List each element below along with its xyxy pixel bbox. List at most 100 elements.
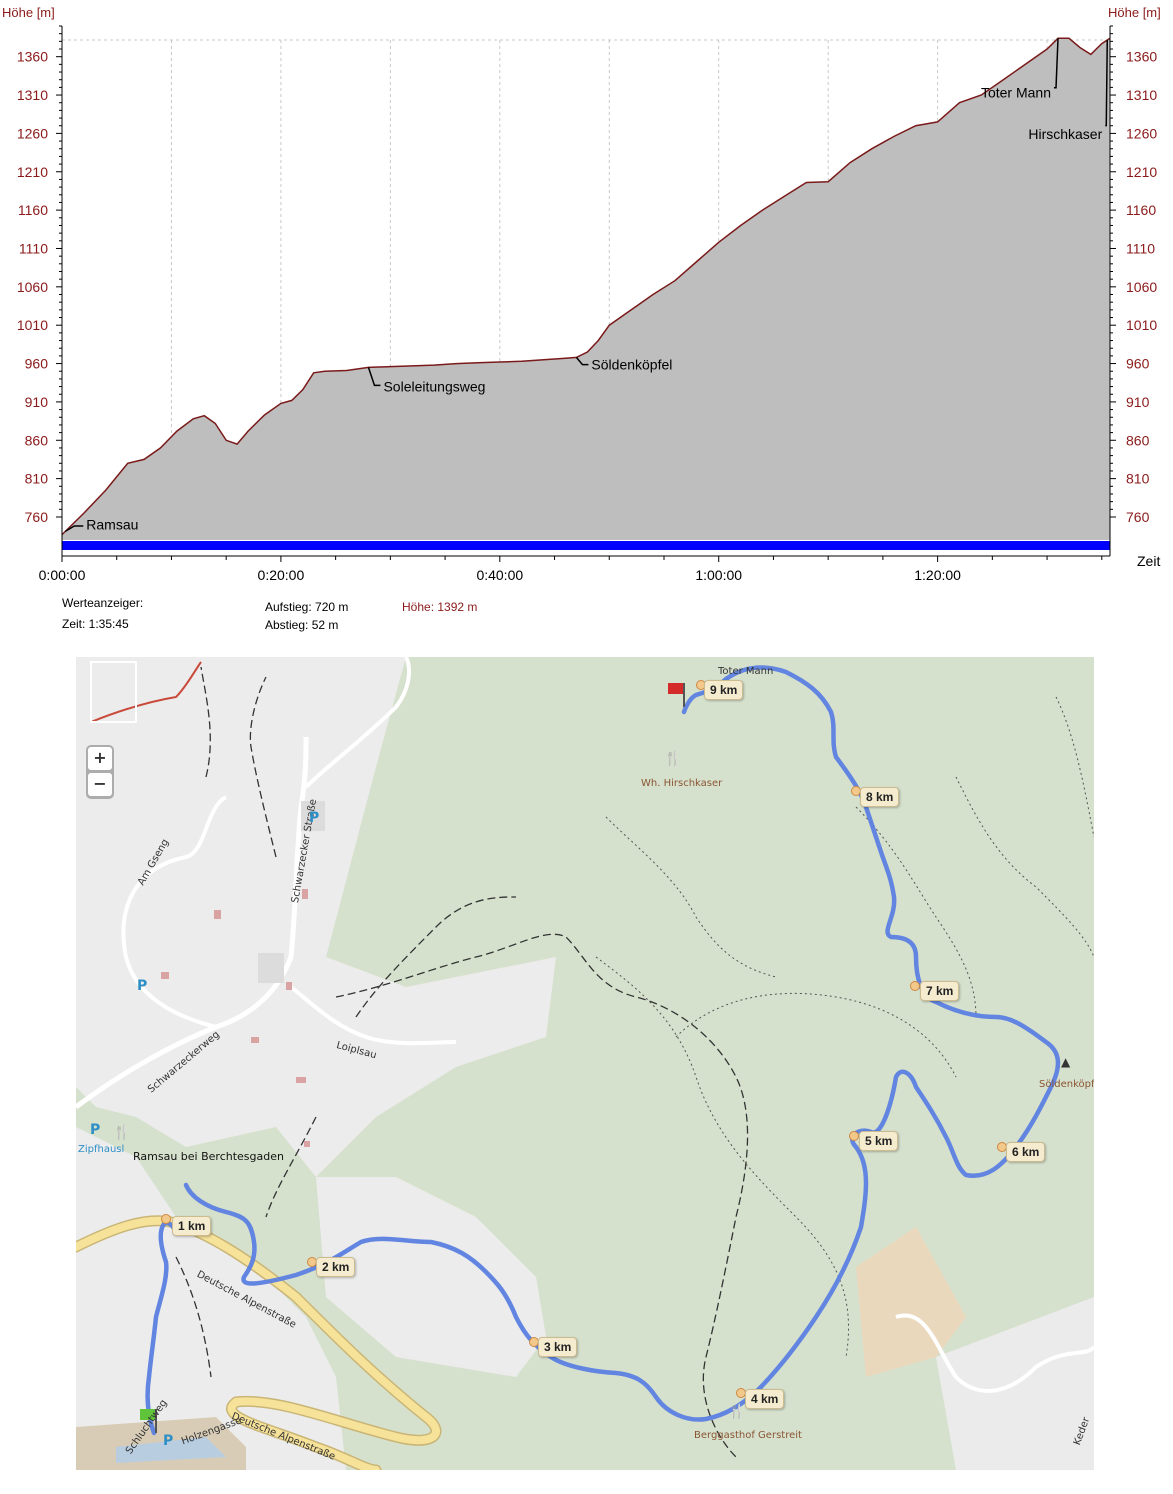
road-loiplsau xyxy=(289,985,457,1046)
start-flag-icon xyxy=(140,1409,157,1433)
footpath-3 xyxy=(200,666,211,778)
x-tick-label: 1:20:00 xyxy=(914,567,961,583)
annotation-leader xyxy=(64,525,84,533)
x-tick-label: 0:20:00 xyxy=(258,567,305,583)
road-schwarzecker xyxy=(76,736,309,1110)
label-soeldenkoepfl: Söldenköpfl xyxy=(1039,1079,1094,1090)
y-tick-label-right: 1110 xyxy=(1126,240,1155,256)
map-canvas xyxy=(76,657,1094,1470)
y-tick-label-right: 960 xyxy=(1126,356,1150,372)
parking-icon: P xyxy=(309,810,320,826)
y-tick-label-right: 1310 xyxy=(1126,87,1157,103)
footpath-4 xyxy=(249,676,277,858)
footpath-5 xyxy=(175,1256,212,1378)
finish-flag-icon xyxy=(668,683,685,707)
building xyxy=(286,982,292,990)
annotation-label: Toter Mann xyxy=(981,84,1051,100)
km-marker-5[interactable]: 5 km xyxy=(859,1131,899,1151)
building xyxy=(161,972,169,979)
restaurant-icon: 🍴 xyxy=(664,751,682,767)
building xyxy=(251,1037,259,1043)
label-toter-mann: Toter Mann xyxy=(718,666,774,677)
y-tick-label-right: 760 xyxy=(1126,509,1150,525)
contour-4 xyxy=(955,776,1094,958)
annotation-label: Hirschkaser xyxy=(1028,126,1102,142)
km-marker-1[interactable]: 1 km xyxy=(172,1216,212,1236)
meadow-area xyxy=(856,1227,966,1377)
y-tick-label-right: 1360 xyxy=(1126,49,1157,65)
restaurant-icon: 🍴 xyxy=(728,1404,746,1420)
x-axis-label: Zeit xyxy=(1137,553,1160,569)
time-axis-bar xyxy=(62,541,1110,550)
annotation-label: Ramsau xyxy=(86,516,138,532)
annotation-leader xyxy=(367,367,381,387)
parking-icon: P xyxy=(163,1433,174,1449)
km-marker-4[interactable]: 4 km xyxy=(745,1389,785,1409)
red-marked-road xyxy=(90,661,202,723)
map-frame-box xyxy=(90,661,137,723)
annotation-leader xyxy=(1054,38,1059,89)
km-marker-3[interactable]: 3 km xyxy=(538,1337,578,1357)
km-marker-2[interactable]: 2 km xyxy=(316,1257,356,1277)
y-tick-label-left: 910 xyxy=(25,394,49,410)
hoehe-value: Höhe: 1392 m xyxy=(402,600,478,614)
y-tick-label-left: 1210 xyxy=(17,164,48,180)
contour-5 xyxy=(605,816,777,978)
road-east xyxy=(895,1313,1094,1393)
werteanzeiger-label: Werteanzeiger: xyxy=(62,596,144,610)
y-tick-label-right: 1210 xyxy=(1126,164,1157,180)
km-marker-8[interactable]: 8 km xyxy=(860,787,900,807)
km-dot xyxy=(910,981,920,991)
footpath-1 xyxy=(335,933,749,1458)
road-north xyxy=(304,657,411,789)
zoom-out-button[interactable]: − xyxy=(88,773,112,796)
x-tick-label: 1:00:00 xyxy=(695,567,742,583)
y-tick-label-left: 960 xyxy=(25,356,49,372)
contour-3 xyxy=(855,806,977,1018)
y-tick-label-left: 760 xyxy=(25,509,49,525)
annotation-label: Söldenköpfel xyxy=(591,356,672,372)
y-tick-label-left: 1110 xyxy=(19,240,48,256)
elevation-profile-chart: 760 760 810 810 860 860 910 910 960 960 1010 1010 10… xyxy=(2,5,1161,583)
zoom-in-button[interactable]: + xyxy=(88,747,112,770)
km-dot xyxy=(161,1214,171,1224)
km-marker-9[interactable]: 9 km xyxy=(704,680,744,700)
y-tick-label-right: 1060 xyxy=(1126,279,1157,295)
km-marker-6[interactable]: 6 km xyxy=(1006,1142,1046,1162)
zoom-control: + − xyxy=(86,745,114,799)
label-hirschkaser: Wh. Hirschkaser xyxy=(641,778,723,789)
parking-area xyxy=(301,801,325,831)
annotation-label: Soleleitungsweg xyxy=(383,378,485,394)
y-axis-label-left: Höhe [m] xyxy=(2,5,55,20)
annotation-leader xyxy=(1105,40,1109,127)
km-marker-7[interactable]: 7 km xyxy=(920,981,960,1001)
y-tick-label-left: 1310 xyxy=(17,87,48,103)
village-area xyxy=(76,657,556,1377)
footpath-6 xyxy=(265,1116,317,1218)
road-am-gseng xyxy=(121,795,228,1029)
parking-area xyxy=(258,953,284,983)
label-zipfhausl: Zipfhausl xyxy=(78,1144,125,1155)
contour-2 xyxy=(675,992,957,1078)
km-dot xyxy=(849,1131,859,1141)
elevation-area xyxy=(62,38,1110,541)
y-tick-label-right: 810 xyxy=(1126,471,1150,487)
x-tick-label: 0:40:00 xyxy=(476,567,523,583)
y-tick-label-left: 810 xyxy=(25,471,49,487)
building xyxy=(304,1141,310,1147)
building xyxy=(214,910,221,919)
label-ramsau: Ramsau bei Berchtesgaden xyxy=(133,1150,284,1163)
route-map[interactable]: + − 1 km 2 km 3 km 4 km 5 km 6 km 7 km 8… xyxy=(76,657,1094,1470)
y-tick-label-left: 1060 xyxy=(17,279,48,295)
restaurant-icon: 🍴 xyxy=(113,1125,131,1141)
building xyxy=(302,889,308,899)
y-tick-label-left: 1260 xyxy=(17,125,48,141)
y-tick-label-right: 1160 xyxy=(1126,202,1156,218)
parking-icon: P xyxy=(90,1122,101,1138)
y-tick-label-right: 1010 xyxy=(1126,317,1157,333)
elevation-line xyxy=(61,37,1111,536)
y-tick-label-left: 1360 xyxy=(17,49,48,65)
summit-icon: ▲ xyxy=(1061,1055,1071,1069)
y-tick-label-left: 860 xyxy=(25,432,49,448)
y-axis-label-right: Höhe [m] xyxy=(1108,5,1161,20)
